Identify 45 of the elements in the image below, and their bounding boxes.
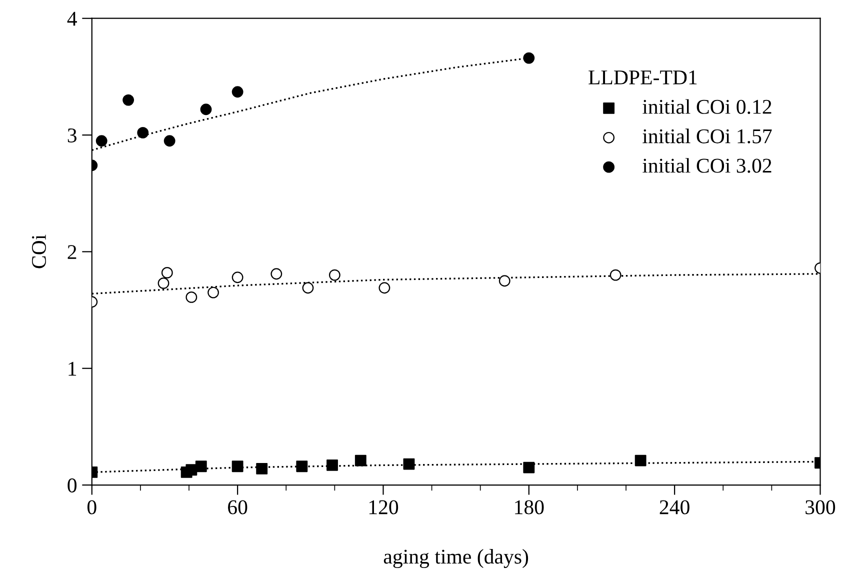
point — [523, 462, 535, 474]
legend-title: LLDPE-TD1 — [588, 70, 697, 84]
point — [232, 272, 244, 284]
point — [96, 135, 108, 147]
x-tick-label: 120 — [369, 500, 398, 514]
point — [208, 286, 219, 298]
point — [200, 104, 212, 116]
point — [378, 282, 390, 294]
x-tick-label: 300 — [806, 500, 836, 514]
point — [122, 94, 134, 106]
point — [326, 459, 338, 471]
point — [498, 275, 510, 287]
point — [610, 269, 622, 281]
legend-label: initial COi 1.57 — [642, 128, 772, 144]
y-tick-label: 2 — [68, 245, 76, 259]
x-tick-label: 60 — [228, 500, 248, 514]
point — [195, 460, 207, 472]
y-tick-label: 3 — [68, 128, 76, 142]
point — [523, 52, 535, 64]
point — [256, 462, 268, 474]
point — [328, 269, 340, 281]
point — [164, 135, 176, 147]
point — [186, 291, 198, 303]
point — [403, 458, 415, 470]
x-tick-label: 0 — [87, 500, 96, 514]
legend-label: initial COi 3.02 — [642, 158, 772, 173]
legend-label: initial COi 0.12 — [642, 99, 772, 114]
point — [186, 464, 198, 476]
point — [270, 268, 282, 280]
point — [158, 277, 170, 289]
y-tick-label: 0 — [68, 478, 77, 492]
x-axis-title: aging time (days) — [384, 549, 528, 568]
point — [354, 454, 366, 466]
y-tick-label: 4 — [67, 12, 77, 26]
x-tick-label: 240 — [660, 500, 690, 514]
point — [232, 460, 244, 472]
point — [634, 454, 646, 466]
y-axis-title: COi — [32, 234, 46, 268]
point — [296, 460, 308, 472]
point — [137, 126, 149, 138]
point — [161, 266, 173, 278]
x-tick-label: 180 — [515, 500, 544, 514]
point — [232, 86, 244, 98]
point — [302, 282, 314, 294]
y-tick-label: 1 — [68, 362, 76, 376]
